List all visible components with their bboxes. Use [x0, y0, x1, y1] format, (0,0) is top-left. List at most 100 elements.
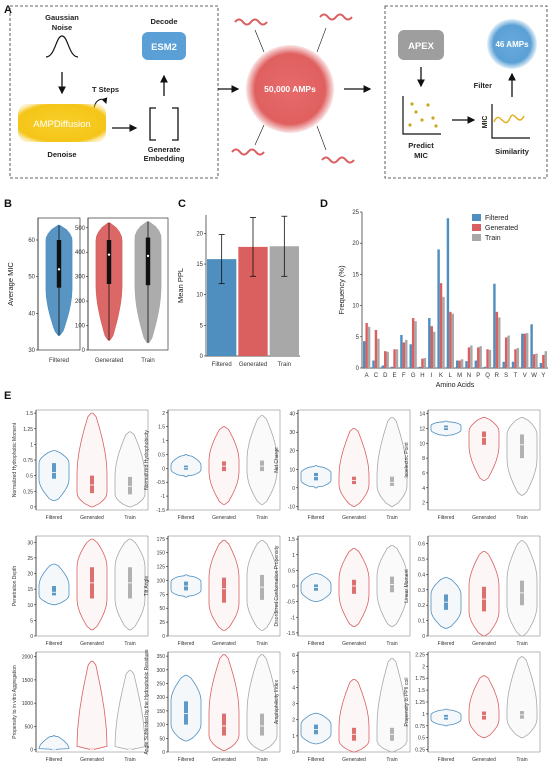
panel-d-bar	[532, 354, 536, 368]
generated-amps-circle	[246, 45, 334, 133]
panel-e-y-tick-label: 4	[292, 685, 295, 691]
panel-e-y-tick-label: 0.75	[23, 458, 33, 464]
panel-e-y-tick-label: 0.2	[418, 603, 425, 609]
filter-label: Filter	[474, 81, 492, 90]
panel-d-bar	[467, 347, 471, 368]
violin-shape	[38, 735, 70, 751]
panel-b-right-y-tick-label: 300	[75, 275, 86, 281]
panel-e-y-tick-label: 30	[289, 430, 295, 436]
panel-d-bar	[428, 318, 431, 368]
panel-c-x-tick-label: Filtered	[212, 362, 232, 368]
violin-shape	[468, 416, 500, 481]
panel-d-bar	[418, 366, 422, 368]
panel-e-y-tick-label: 0	[30, 634, 33, 640]
esm2-block	[142, 32, 186, 60]
panel-e-y-tick-label: 50	[159, 606, 165, 612]
panel-e-y-tick-label: 150	[157, 709, 166, 715]
panel-e-y-tick-label: 100	[157, 723, 166, 729]
ampdiffusion-label: AMPDiffusion	[33, 119, 90, 130]
panel-d-bar	[530, 324, 533, 368]
panel-e-x-tick-label: Filtered	[178, 641, 195, 647]
gaussian-noise-line-2: Noise	[52, 23, 72, 32]
panel-e-x-tick-label: Train	[516, 641, 527, 647]
panel-d-x-tick-label: G	[411, 373, 416, 379]
similarity-curve	[493, 114, 525, 124]
violin-shape	[338, 679, 370, 753]
panel-d-x-tick-label: Q	[485, 373, 490, 379]
panel-e-y-tick-label: 2000	[22, 655, 33, 661]
panel-b-right-y-tick-label: 0	[82, 348, 86, 354]
panel-c-y-tick-label: 10	[196, 293, 203, 299]
panel-d-bar	[507, 335, 510, 368]
predict-mic-line-1: Predict	[408, 141, 434, 150]
panel-d-bar	[493, 283, 496, 368]
generated-amps-label: 50,000 AMPs	[264, 84, 316, 94]
panel-d-x-tick-label: A	[365, 373, 369, 379]
panel-b-right-y-tick-label: 400	[75, 250, 86, 256]
panel-e-y-axis-label: Disordered Conformation Propensity	[274, 545, 280, 626]
panel-d-x-tick-label: I	[431, 373, 433, 379]
panel-e-y-tick-label: 1	[422, 712, 425, 718]
panel-e-y-tick-label: 6	[422, 471, 425, 477]
panel-e-x-tick-label: Generated	[80, 757, 104, 763]
panel-d-bar	[514, 349, 517, 368]
violin-shape	[38, 563, 70, 606]
panel-e-y-tick-label: 1.5	[26, 411, 33, 417]
panel-e-y-tick-label: 1	[292, 553, 295, 559]
panel-e-x-tick-label: Filtered	[308, 641, 325, 647]
panel-e-x-tick-label: Train	[124, 641, 135, 647]
panel-e-y-tick-label: 5	[30, 618, 33, 624]
panel-d-x-tick-label: V	[523, 373, 527, 379]
panel-d-bar	[365, 323, 368, 368]
panel-d-bar	[521, 333, 524, 368]
predict-mic-label: Predict MIC	[408, 141, 434, 160]
panel-d-y-tick-label: 25	[352, 210, 359, 216]
panel-e-y-axis-label: Isoelectric Point	[404, 442, 410, 478]
scatter-dot	[410, 102, 414, 106]
violin-median-dot	[146, 254, 150, 258]
panel-e-label: E	[4, 390, 11, 402]
panel-e-y-tick-label: 25	[27, 556, 33, 562]
panel-d-x-tick-label: R	[495, 373, 500, 379]
esm2-label: ESM2	[151, 42, 177, 53]
helix-leaders	[254, 27, 327, 151]
panel-e-x-tick-label: Filtered	[178, 757, 195, 763]
panel-e-y-tick-label: 2	[162, 411, 165, 417]
panel-e-y-tick-label: 200	[157, 695, 166, 701]
panel-d-bar	[377, 338, 380, 368]
panel-c-y-tick-label: 15	[196, 262, 203, 268]
panel-d-bar	[542, 354, 545, 368]
panel-e-x-tick-label: Filtered	[46, 515, 63, 521]
panel-e-y-tick-label: 1.5	[158, 425, 165, 431]
panel-b-right-y-tick-label: 200	[75, 299, 86, 305]
violin-iqr-box	[482, 431, 486, 445]
violin-iqr-box	[52, 586, 56, 596]
panel-a-right-box	[384, 5, 548, 179]
panel-e-y-tick-label: 0.25	[23, 489, 33, 495]
panel-e-x-tick-label: Filtered	[438, 515, 455, 521]
similarity-plot-icon	[491, 104, 530, 139]
panel-e-y-tick-label: 0.4	[418, 572, 425, 578]
panel-e-x-tick-label: Train	[386, 641, 397, 647]
panel-e-y-axis-label: Angle Subtended by the Hydrophobic Resid…	[144, 649, 150, 755]
panel-e-y-tick-label: 0.5	[26, 474, 33, 480]
panel-e-y-tick-label: -1.5	[156, 508, 165, 514]
panel-e-x-tick-label: Generated	[212, 641, 236, 647]
panel-d-y-tick-label: 15	[352, 272, 359, 278]
panel-e-x-tick-label: Filtered	[46, 757, 63, 763]
panel-d-bar	[381, 365, 385, 368]
panel-d-bar	[409, 344, 412, 368]
panel-d-bar	[372, 360, 375, 368]
panel-d-bar	[483, 366, 487, 368]
scatter-dot	[434, 124, 438, 128]
panel-d-bar	[367, 326, 371, 368]
panel-c-y-tick-label: 20	[196, 231, 203, 237]
t-steps-label: T Steps	[92, 85, 119, 94]
panel-e-y-tick-label: 25	[159, 620, 165, 626]
scatter-dot	[414, 110, 418, 114]
result-amps-circle	[487, 19, 537, 69]
panel-e-x-tick-label: Generated	[80, 515, 104, 521]
panel-e-y-tick-label: 0	[30, 505, 33, 511]
panel-d-bar	[498, 317, 501, 368]
panel-d-bar	[504, 337, 508, 368]
